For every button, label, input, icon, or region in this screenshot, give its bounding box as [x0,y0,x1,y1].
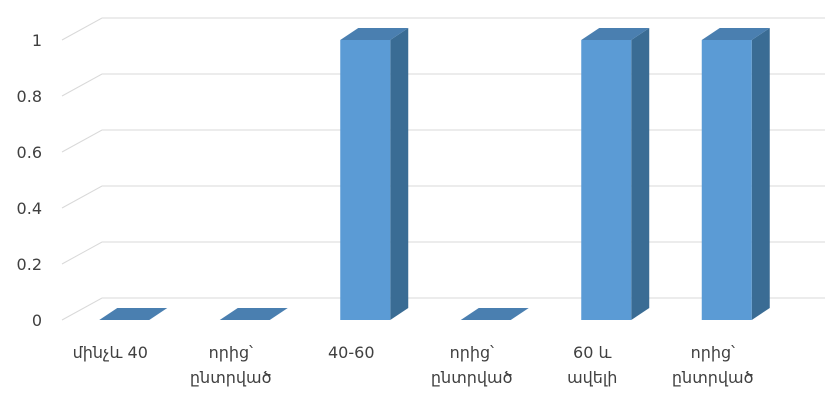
x-axis-labels: մինչև 40 որից՝ ընտրված 40-60 որից՝ ընտրված 60 … [73,343,754,387]
x-tick-label-line: որից՝ [450,343,495,362]
bar [701,28,770,320]
x-tick-label-line: 40-60 [328,343,375,362]
bar [460,308,529,320]
bar-side [751,28,770,320]
bar [99,308,168,320]
y-tick-label: 0.6 [17,143,42,162]
bar [581,28,650,320]
bar [219,308,288,320]
x-tick-label-line: մինչև 40 [73,343,148,362]
bar [340,28,409,320]
x-tick-label-line: ընտրված [190,368,272,387]
y-tick-label: 0.2 [17,255,42,274]
x-tick-label: որից՝ ընտրված [672,343,754,387]
x-tick-label-line: ավելի [567,368,617,387]
bar-top [99,308,168,320]
x-tick-label: մինչև 40 [73,343,148,362]
y-tick-label: 0.8 [17,87,42,106]
bar-top [581,28,650,40]
bar-top [219,308,288,320]
y-axis-ticks: 0 0.2 0.4 0.6 0.8 1 [17,31,42,330]
x-tick-label-line: 60 և [573,343,611,362]
bars [99,28,770,320]
x-tick-label-line: որից՝ [691,343,736,362]
x-tick-label-line: ընտրված [431,368,513,387]
y-tick-label: 0 [32,311,42,330]
bar-top [460,308,529,320]
bar-top [701,28,770,40]
bar-front [581,40,632,320]
y-tick-label: 1 [32,31,42,50]
x-tick-label: 60 և ավելի [567,343,617,387]
y-tick-label: 0.4 [17,199,42,218]
bar-front [701,40,752,320]
x-tick-label: 40-60 [328,343,375,362]
x-tick-label-line: ընտրված [672,368,754,387]
gridline [61,17,825,41]
bar-side [631,28,650,320]
x-tick-label: որից՝ ընտրված [190,343,272,387]
x-tick-label: որից՝ ընտրված [431,343,513,387]
bar-side [390,28,409,320]
x-tick-label-line: որից՝ [209,343,254,362]
bar-top [340,28,409,40]
bar-front [340,40,391,320]
